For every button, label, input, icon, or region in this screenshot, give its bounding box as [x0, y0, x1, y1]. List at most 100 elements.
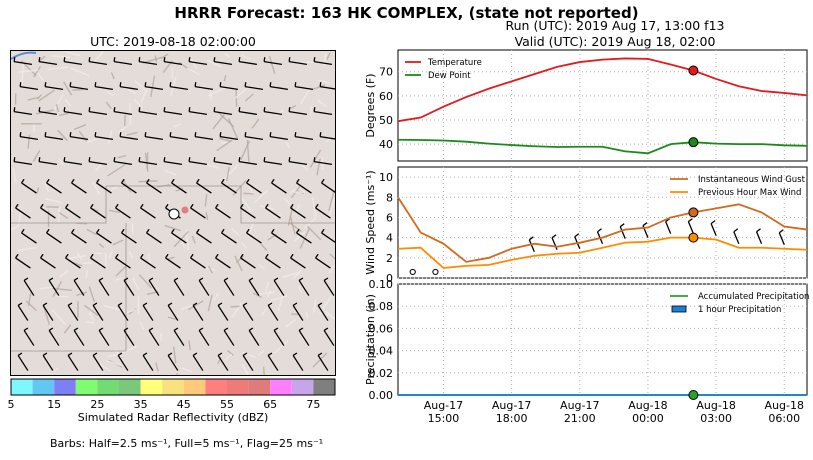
- wind-barb: [188, 157, 207, 165]
- wind-barb: [88, 57, 107, 65]
- y-tick-label: 70: [379, 66, 393, 79]
- colorbar-segment: [227, 379, 249, 395]
- wind-barb: [271, 228, 287, 244]
- wind-barb: [263, 57, 282, 65]
- terrain-ridge: [94, 51, 105, 62]
- x-tick-time: 03:00: [700, 412, 732, 425]
- wind-barb: [213, 57, 232, 65]
- y-axis-label: Precipitation (in): [364, 294, 377, 385]
- terrain-ridge: [88, 286, 96, 303]
- y-tick-label: 40: [379, 138, 393, 151]
- terrain-ridge: [299, 88, 311, 105]
- terrain-ridge: [55, 104, 60, 113]
- terrain-ridge: [329, 253, 335, 260]
- terrain-ridge: [309, 149, 322, 168]
- terrain-ridge: [287, 206, 294, 226]
- terrain-ridge: [226, 166, 230, 182]
- terrain-ridge: [51, 309, 67, 326]
- terrain-ridge: [208, 265, 213, 274]
- terrain-ridge: [86, 228, 98, 236]
- colorbar-segment: [75, 379, 98, 395]
- terrain-ridge: [33, 66, 41, 78]
- wind-barb: [188, 107, 207, 115]
- wind-barb: [117, 302, 129, 321]
- wind-barb: [248, 277, 260, 296]
- wind-barb: [38, 157, 57, 165]
- wind-barb: [171, 228, 187, 244]
- x-tick-day: Aug-17: [560, 399, 599, 412]
- wind-barb: [733, 228, 740, 244]
- terrain-ridge: [110, 72, 115, 80]
- terrain-ridge: [191, 235, 196, 244]
- wind-barb: [292, 352, 304, 371]
- wind-barb: [313, 107, 332, 115]
- wind-barb: [140, 203, 156, 219]
- terrain-ridge: [118, 125, 128, 134]
- terrain-ridge: [17, 212, 22, 227]
- terrain-ridge: [285, 318, 296, 328]
- terrain-ridge: [57, 129, 68, 142]
- wind-barb: [246, 228, 262, 244]
- terrain-ridge: [76, 291, 88, 297]
- colorbar-segment: [205, 379, 227, 395]
- terrain-ridge: [73, 124, 87, 131]
- wind-barb: [46, 228, 62, 244]
- figure-title: HRRR Forecast: 163 HK COMPLEX, (state no…: [174, 4, 639, 22]
- colorbar-segment: [140, 379, 163, 395]
- colorbar-segment: [248, 379, 271, 395]
- terrain-ridge: [289, 188, 296, 194]
- wind-barb: [146, 228, 162, 244]
- wind-barb: [273, 327, 285, 346]
- terrain-ridge: [39, 286, 55, 290]
- terrain-ridge: [108, 251, 113, 259]
- wind-barb: [288, 157, 307, 165]
- terrain-ridge: [227, 350, 234, 356]
- terrain-ridge: [261, 299, 273, 316]
- terrain-ridge: [160, 53, 169, 60]
- wind-barb: [319, 132, 335, 140]
- terrain-ridge: [21, 62, 24, 85]
- wind-barb: [190, 253, 206, 269]
- map-utc-label: UTC: 2019-08-18 02:00:00: [90, 34, 256, 49]
- terrain-ridge: [262, 366, 265, 375]
- wind-barb: [63, 157, 82, 165]
- wind-barb: [319, 82, 335, 90]
- y-tick-label: 0.04: [369, 345, 394, 358]
- wind-barb: [21, 228, 37, 244]
- wind-barb: [144, 82, 163, 90]
- county-boundary: [11, 185, 335, 224]
- terrain-ridge: [290, 104, 297, 109]
- x-tick-time: 06:00: [768, 412, 800, 425]
- terrain-ridge: [78, 130, 88, 142]
- terrain-ridge: [247, 184, 254, 194]
- current-time-marker: [688, 137, 699, 148]
- terrain-ridge: [17, 246, 37, 252]
- terrain-ridge: [98, 243, 105, 249]
- y-tick-label: 6: [386, 211, 393, 224]
- y-tick-label: 0.06: [369, 322, 394, 335]
- wind-barb: [92, 352, 104, 371]
- terrain-ridge: [51, 55, 71, 59]
- terrain-ridge: [52, 287, 73, 291]
- terrain-ridge: [180, 239, 186, 248]
- wind-barb: [19, 132, 38, 140]
- wind-barb: [138, 107, 157, 115]
- terrain-ridge: [57, 206, 61, 223]
- wind-barb: [21, 178, 37, 194]
- terrain-ridge: [72, 261, 83, 267]
- wind-barb: [755, 228, 763, 244]
- terrain-ridge: [326, 52, 331, 60]
- legend-label: Dew Point: [428, 71, 471, 81]
- terrain-ridge: [133, 98, 144, 109]
- terrain-ridge: [44, 198, 63, 204]
- colorbar-segment: [270, 379, 292, 395]
- wind-barb: [113, 57, 132, 65]
- wind-barb: [171, 178, 187, 194]
- terrain-ridge: [234, 85, 250, 99]
- wind-barb: [169, 132, 188, 140]
- terrain-ridge: [212, 293, 220, 301]
- wind-barb: [65, 253, 81, 269]
- terrain-ridge: [302, 235, 310, 241]
- wind-barb: [242, 302, 254, 321]
- y-tick-label: 8: [386, 191, 393, 204]
